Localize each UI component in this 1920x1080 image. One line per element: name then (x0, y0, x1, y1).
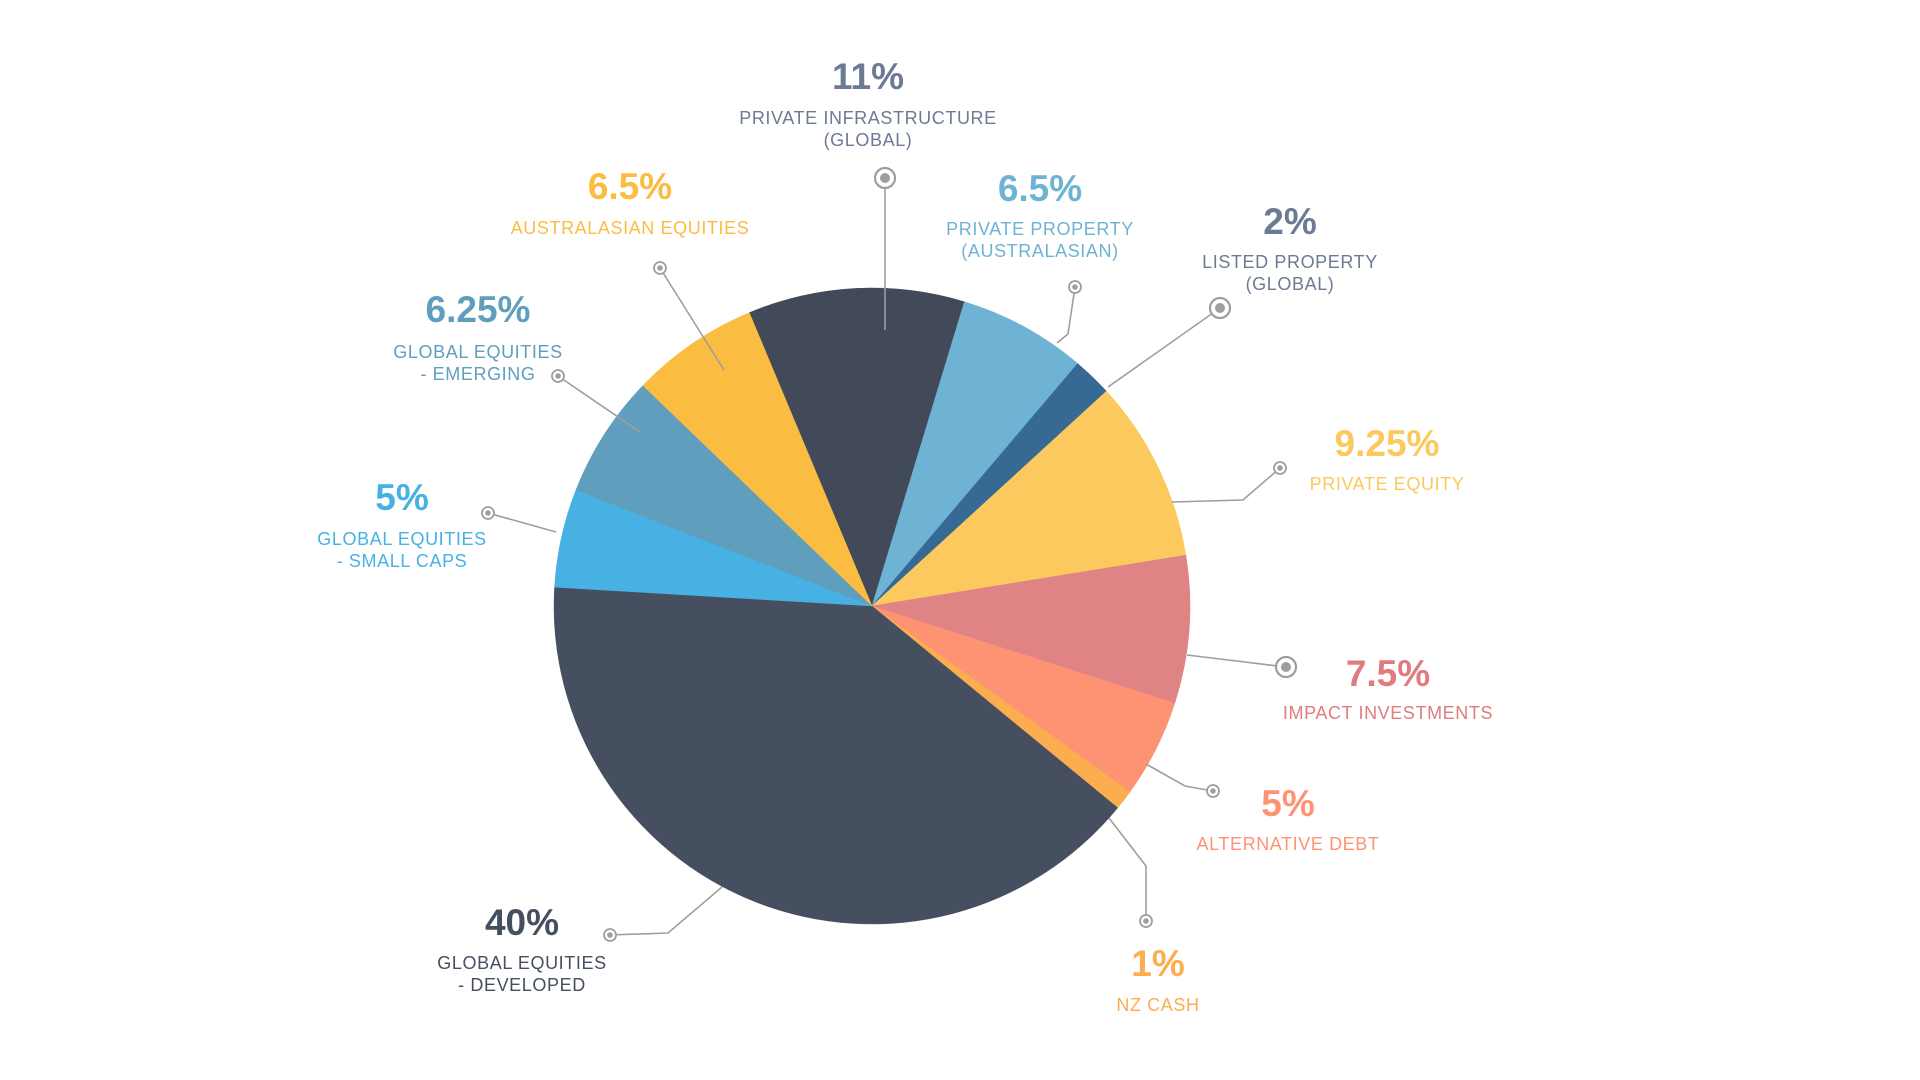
slice-category-label: PRIVATE EQUITY (1310, 474, 1465, 494)
leader-line (1171, 467, 1281, 503)
leader-line (557, 375, 641, 433)
slice-category-label: LISTED PROPERTY (1202, 252, 1378, 272)
slice-value-label: 1% (1131, 943, 1184, 984)
leader-line (1145, 763, 1214, 792)
slice-category-label: IMPACT INVESTMENTS (1283, 703, 1493, 723)
slice-category-label: GLOBAL EQUITIES (437, 953, 606, 973)
slice-category-label: (GLOBAL) (1246, 274, 1335, 294)
slice-value-label: 6.5% (588, 166, 672, 207)
leader-line (487, 512, 557, 533)
pie-connectors (481, 166, 1298, 942)
pie-slice (748, 287, 965, 607)
slice-category-label: AUSTRALASIAN EQUITIES (511, 218, 750, 238)
slice-value-label: 7.5% (1346, 653, 1430, 694)
slice-value-label: 5% (1261, 783, 1314, 824)
slice-category-label: - SMALL CAPS (337, 551, 468, 571)
slice-value-label: 40% (485, 902, 559, 943)
leader-marker-dot (1143, 918, 1149, 924)
pie-slice (871, 390, 1187, 607)
slice-category-label: PRIVATE INFRASTRUCTURE (739, 108, 997, 128)
leader-marker-dot (485, 510, 491, 516)
slice-value-label: 6.5% (998, 168, 1082, 209)
leader-marker-dot (1277, 465, 1283, 471)
slice-category-label: - EMERGING (420, 364, 535, 384)
leader-line (659, 267, 725, 371)
slice-category-label: GLOBAL EQUITIES (393, 342, 562, 362)
slice-category-label: - DEVELOPED (458, 975, 586, 995)
leader-line (609, 886, 723, 936)
slice-value-label: 9.25% (1335, 423, 1440, 464)
leader-marker-dot (1281, 662, 1291, 672)
pie-slice (642, 312, 873, 607)
slice-category-label: PRIVATE PROPERTY (946, 219, 1134, 239)
leader-line (1108, 817, 1147, 921)
leader-line (1186, 654, 1287, 668)
leader-marker-dot (1215, 303, 1225, 313)
leader-marker-dot (880, 173, 890, 183)
leader-marker-dot (1072, 284, 1078, 290)
pie-slice (575, 385, 873, 607)
slice-category-label: (GLOBAL) (824, 130, 913, 150)
leader-marker-dot (607, 932, 613, 938)
pie-slices (553, 287, 1191, 925)
slice-value-label: 6.25% (426, 289, 531, 330)
pie-slice (871, 301, 1079, 607)
pie-labels: 11%PRIVATE INFRASTRUCTURE(GLOBAL)6.5%PRI… (317, 56, 1493, 1015)
slice-value-label: 2% (1263, 201, 1316, 242)
leader-line (1107, 307, 1221, 388)
slice-category-label: NZ CASH (1116, 995, 1199, 1015)
leader-marker-dot (1210, 788, 1216, 794)
slice-category-label: ALTERNATIVE DEBT (1197, 834, 1380, 854)
leader-marker-dot (555, 373, 561, 379)
slice-value-label: 11% (832, 56, 904, 97)
pie-slice (553, 586, 1119, 925)
leader-marker-dot (657, 265, 663, 271)
slice-category-label: (AUSTRALASIAN) (961, 241, 1118, 261)
slice-value-label: 5% (375, 477, 428, 518)
slice-category-label: GLOBAL EQUITIES (317, 529, 486, 549)
leader-line (1056, 286, 1076, 344)
pie-slice (871, 554, 1191, 704)
